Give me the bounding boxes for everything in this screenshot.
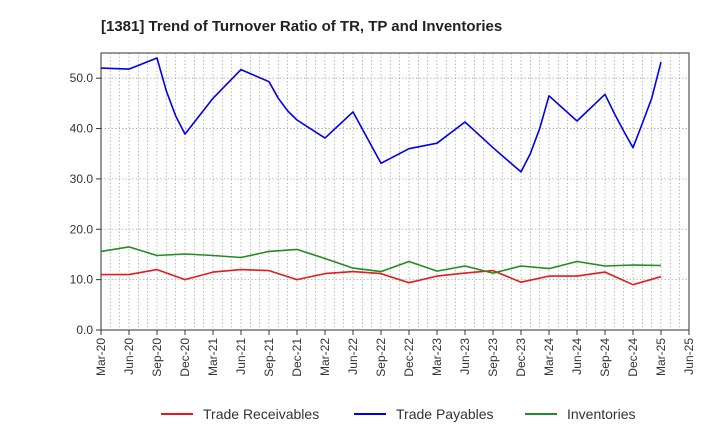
legend-label-trade-payables: Trade Payables — [396, 406, 494, 422]
legend-label-trade-receivables: Trade Receivables — [203, 406, 319, 422]
x-tick-label: Jun-25 — [682, 338, 696, 375]
x-tick-label: Mar-20 — [94, 338, 108, 376]
x-tick-label: Mar-24 — [542, 338, 556, 376]
chart-title: [1381] Trend of Turnover Ratio of TR, TP… — [101, 18, 502, 35]
series-lines — [100, 57, 662, 286]
x-tick-label: Mar-21 — [206, 338, 220, 376]
y-axis: 0.0 10.0 20.0 30.0 40.0 50.0 — [70, 71, 101, 337]
x-tick-label: Jun-22 — [346, 338, 360, 375]
x-tick-label: Jun-24 — [570, 338, 584, 375]
x-tick-label: Dec-24 — [626, 338, 640, 377]
series-line-trade-payables — [100, 57, 662, 173]
y-tick-label: 10.0 — [70, 273, 94, 287]
y-tick-label: 0.0 — [76, 323, 93, 337]
x-tick-label: Sep-22 — [374, 338, 388, 377]
x-tick-label: Jun-21 — [234, 338, 248, 375]
x-tick-label: Dec-22 — [402, 338, 416, 377]
plot-frame — [100, 52, 690, 331]
x-tick-label: Dec-20 — [178, 338, 192, 377]
x-tick-label: Mar-25 — [654, 338, 668, 376]
x-tick-label: Dec-23 — [514, 338, 528, 377]
series-line-trade-receivables — [101, 268, 662, 286]
x-tick-label: Jun-23 — [458, 338, 472, 375]
x-tick-label: Sep-20 — [150, 338, 164, 377]
y-tick-label: 40.0 — [70, 122, 94, 136]
series-line-inventories — [100, 246, 662, 274]
x-axis: Mar-20 Jun-20 Sep-20 Dec-20 Mar-21 Jun-21 Sep-… — [94, 330, 696, 377]
x-tick-label: Mar-22 — [318, 338, 332, 376]
x-tick-label: Sep-21 — [262, 338, 276, 377]
y-tick-label: 20.0 — [70, 222, 94, 236]
x-tick-label: Jun-20 — [122, 338, 136, 375]
legend-label-inventories: Inventories — [567, 406, 635, 422]
y-tick-label: 30.0 — [70, 172, 94, 186]
y-tick-label: 50.0 — [70, 71, 94, 85]
x-tick-label: Sep-23 — [486, 338, 500, 377]
x-tick-label: Mar-23 — [430, 338, 444, 376]
x-tick-label: Sep-24 — [598, 338, 612, 377]
grid-lines — [101, 53, 689, 330]
x-tick-label: Dec-21 — [290, 338, 304, 377]
legend: Trade Receivables Trade Payables Inventori… — [161, 406, 635, 422]
